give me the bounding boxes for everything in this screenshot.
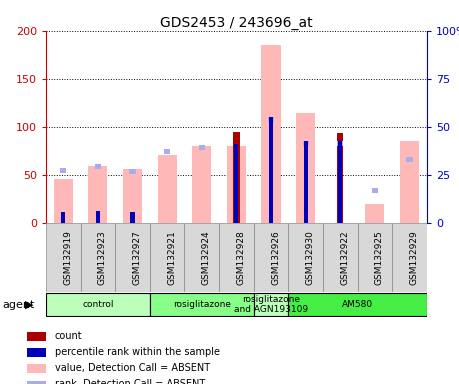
Text: rosiglitazone
and AGN193109: rosiglitazone and AGN193109 bbox=[234, 295, 308, 314]
FancyBboxPatch shape bbox=[219, 223, 254, 292]
Text: rank, Detection Call = ABSENT: rank, Detection Call = ABSENT bbox=[55, 379, 205, 384]
FancyBboxPatch shape bbox=[254, 293, 288, 316]
Bar bbox=[164, 149, 170, 154]
Bar bbox=[406, 157, 413, 162]
Bar bbox=[27, 381, 46, 384]
FancyBboxPatch shape bbox=[288, 223, 323, 292]
Text: GSM132923: GSM132923 bbox=[98, 230, 107, 285]
Text: agent: agent bbox=[2, 300, 35, 310]
FancyBboxPatch shape bbox=[150, 293, 254, 316]
Text: ▶: ▶ bbox=[24, 300, 33, 310]
Text: GSM132919: GSM132919 bbox=[63, 230, 72, 285]
Bar bbox=[60, 168, 67, 173]
Bar bbox=[123, 169, 142, 223]
FancyBboxPatch shape bbox=[80, 223, 115, 292]
Text: GSM132929: GSM132929 bbox=[409, 230, 419, 285]
Bar bbox=[88, 166, 107, 223]
Bar bbox=[130, 212, 134, 223]
Bar bbox=[54, 179, 73, 223]
Bar bbox=[61, 212, 65, 223]
FancyBboxPatch shape bbox=[150, 223, 185, 292]
Bar bbox=[338, 141, 342, 223]
FancyBboxPatch shape bbox=[323, 223, 358, 292]
Bar bbox=[227, 146, 246, 223]
Bar bbox=[95, 164, 101, 169]
Text: control: control bbox=[82, 300, 113, 309]
Bar bbox=[129, 169, 135, 174]
Text: rosiglitazone: rosiglitazone bbox=[173, 300, 231, 309]
Bar bbox=[192, 146, 211, 223]
Text: percentile rank within the sample: percentile rank within the sample bbox=[55, 347, 219, 357]
Bar bbox=[268, 117, 274, 122]
Text: GSM132922: GSM132922 bbox=[340, 230, 349, 285]
Text: value, Detection Call = ABSENT: value, Detection Call = ABSENT bbox=[55, 363, 210, 373]
Text: GSM132924: GSM132924 bbox=[202, 230, 211, 285]
FancyBboxPatch shape bbox=[392, 223, 427, 292]
Bar bbox=[27, 348, 46, 357]
FancyBboxPatch shape bbox=[254, 223, 288, 292]
FancyBboxPatch shape bbox=[185, 223, 219, 292]
Bar bbox=[296, 113, 315, 223]
Text: GSM132928: GSM132928 bbox=[236, 230, 246, 285]
Bar bbox=[400, 141, 419, 223]
FancyBboxPatch shape bbox=[288, 293, 427, 316]
Text: AM580: AM580 bbox=[342, 300, 373, 309]
Bar bbox=[233, 131, 240, 223]
Text: GSM132926: GSM132926 bbox=[271, 230, 280, 285]
Bar bbox=[262, 45, 280, 223]
FancyBboxPatch shape bbox=[46, 223, 80, 292]
Text: count: count bbox=[55, 331, 82, 341]
Bar bbox=[372, 188, 378, 193]
FancyBboxPatch shape bbox=[358, 223, 392, 292]
Bar bbox=[303, 141, 308, 223]
Bar bbox=[302, 141, 309, 146]
Title: GDS2453 / 243696_at: GDS2453 / 243696_at bbox=[160, 16, 313, 30]
Bar bbox=[269, 117, 273, 223]
Bar bbox=[199, 145, 205, 150]
Bar bbox=[96, 211, 100, 223]
Text: GSM132930: GSM132930 bbox=[306, 230, 315, 285]
Bar bbox=[234, 144, 239, 223]
Bar bbox=[337, 141, 343, 146]
Text: GSM132921: GSM132921 bbox=[167, 230, 176, 285]
Bar bbox=[27, 332, 46, 341]
Text: GSM132927: GSM132927 bbox=[133, 230, 141, 285]
FancyBboxPatch shape bbox=[115, 223, 150, 292]
Bar bbox=[337, 134, 343, 223]
Bar bbox=[365, 204, 385, 223]
Text: GSM132925: GSM132925 bbox=[375, 230, 384, 285]
Bar bbox=[157, 155, 177, 223]
FancyBboxPatch shape bbox=[46, 293, 150, 316]
Bar bbox=[27, 364, 46, 373]
